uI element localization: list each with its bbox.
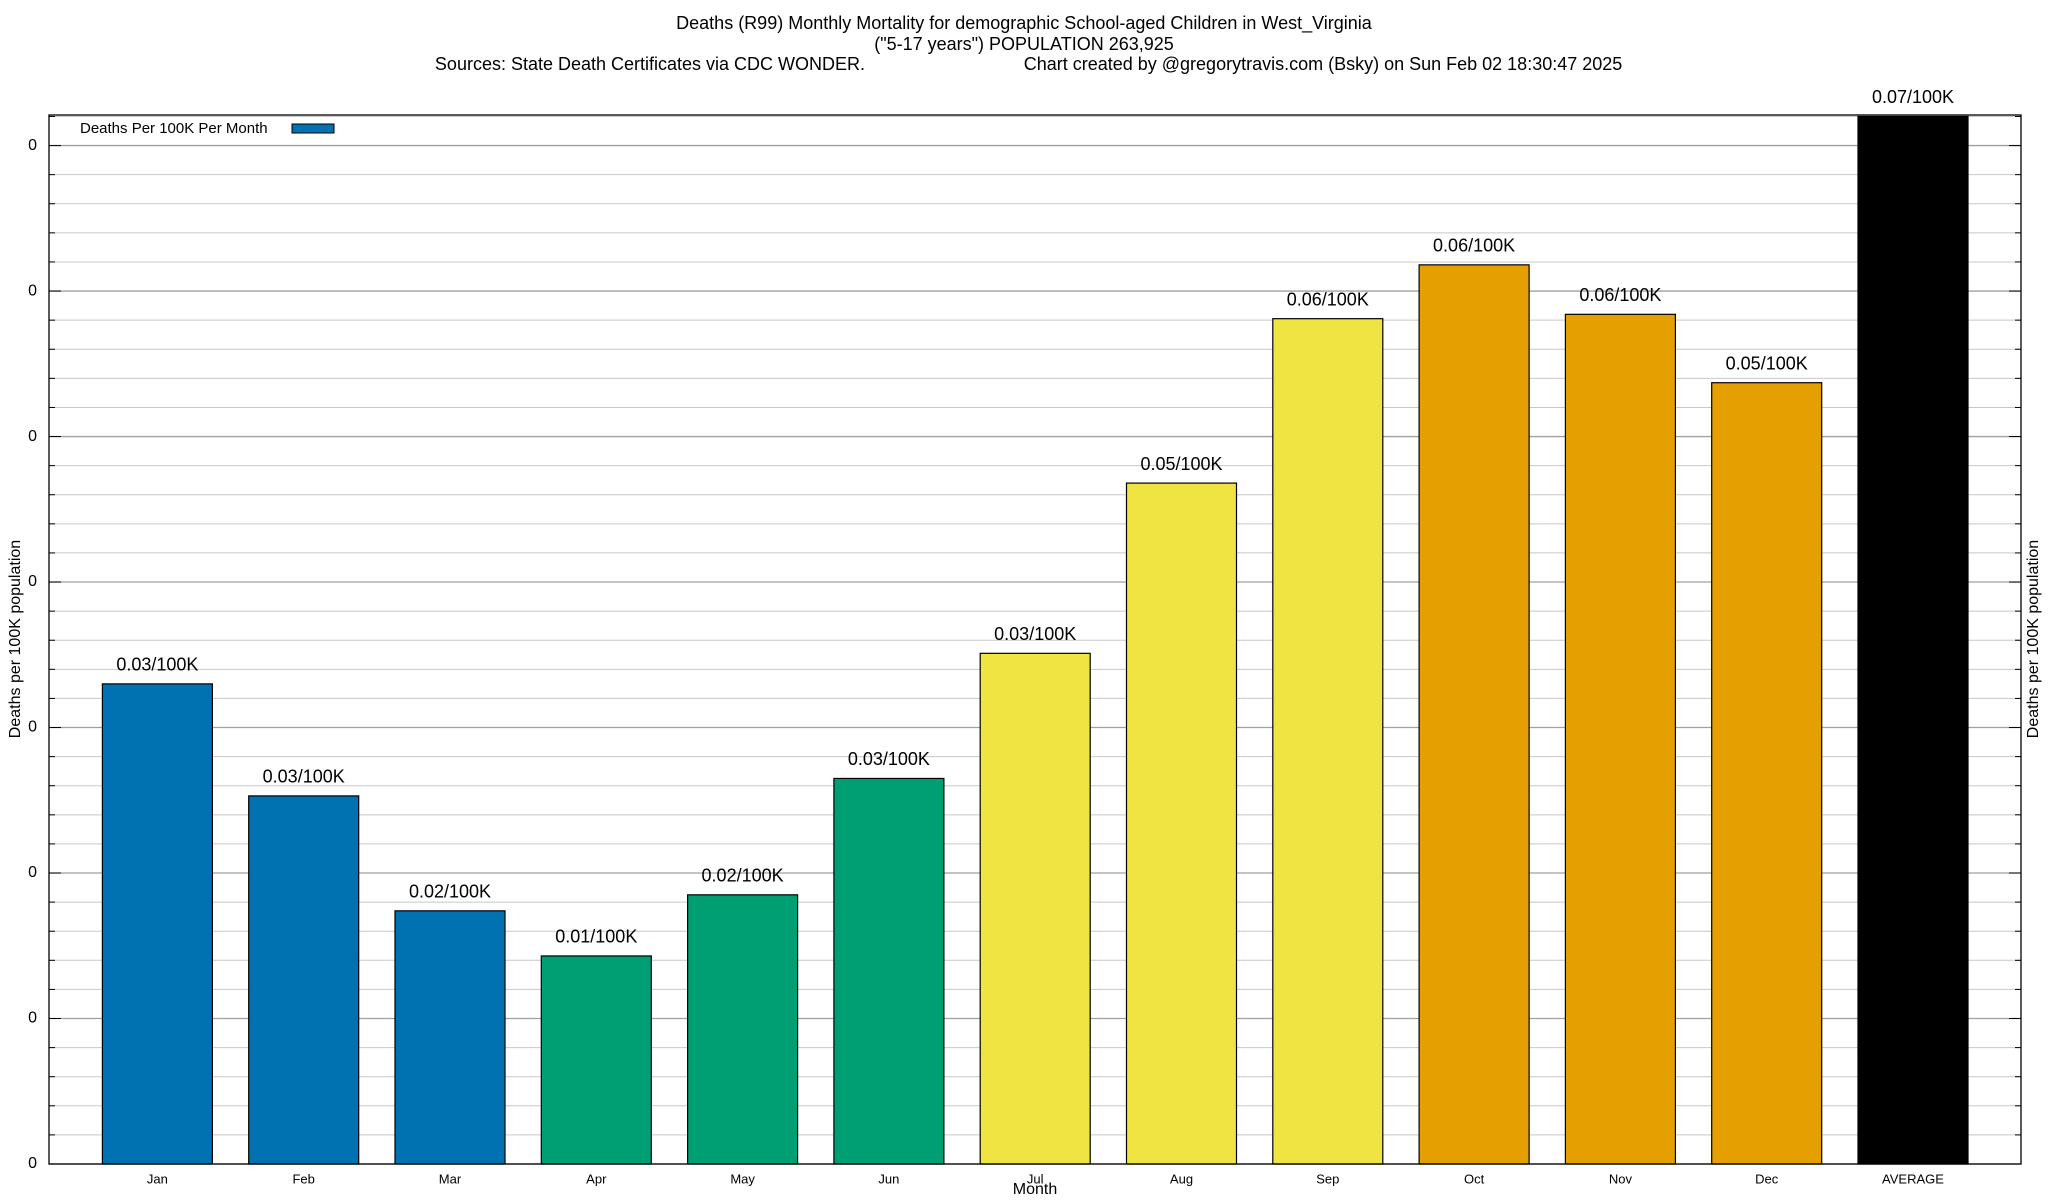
y-tick-label: 0 [28, 1010, 37, 1027]
bar [1564, 313, 1677, 1165]
y-tick-label: 0 [28, 1155, 37, 1172]
chart-subtitle: ("5-17 years") POPULATION 263,925 [874, 34, 1174, 54]
bar [1272, 318, 1384, 1165]
x-tick-label: Oct [1464, 1171, 1485, 1186]
data-label: 0.03/100K [994, 624, 1076, 644]
credit: Chart created by @gregorytravis.com (Bsk… [1024, 54, 1623, 74]
bar [833, 777, 945, 1165]
x-tick-label: Jan [147, 1171, 168, 1186]
bar [979, 652, 1091, 1165]
x-axis-label: Month [1013, 1181, 1057, 1198]
y-tick-label: 0 [28, 428, 37, 445]
x-tick-label: Feb [292, 1171, 314, 1186]
bar [394, 910, 506, 1165]
data-label: 0.02/100K [409, 882, 491, 902]
y-tick-label: 0 [28, 282, 37, 299]
bar [686, 894, 799, 1165]
data-label: 0.03/100K [116, 655, 198, 675]
y2-axis-label: Deaths per 100K population [2025, 540, 2042, 738]
y-tick-label: 0 [28, 137, 37, 154]
source: Sources: State Death Certificates via CD… [435, 54, 865, 74]
data-label: 0.01/100K [555, 927, 637, 947]
data-label: 0.06/100K [1579, 285, 1661, 305]
y-axis-label: Deaths per 100K population [7, 540, 24, 738]
x-tick-label: Dec [1755, 1171, 1779, 1186]
y-tick-label: 0 [28, 864, 37, 881]
y-tick-label: 0 [28, 719, 37, 736]
data-label: 0.07/100K [1872, 87, 1954, 107]
x-tick-label: AVERAGE [1882, 1171, 1944, 1186]
x-tick-label: Sep [1316, 1171, 1339, 1186]
data-label: 0.05/100K [1140, 454, 1222, 474]
bar [1125, 482, 1238, 1165]
data-label: 0.05/100K [1726, 353, 1808, 373]
x-tick-label: Jun [878, 1171, 899, 1186]
bar [540, 955, 652, 1165]
bar [101, 683, 214, 1165]
legend-swatch [291, 123, 335, 134]
legend-label: Deaths Per 100K Per Month [80, 120, 268, 137]
bar [248, 795, 360, 1165]
data-label: 0.06/100K [1287, 289, 1369, 309]
plot-frame [48, 114, 2022, 1165]
bar [1857, 115, 1969, 1165]
x-tick-label: Mar [439, 1171, 462, 1186]
data-label: 0.03/100K [263, 767, 345, 787]
x-tick-label: Jul [1027, 1171, 1044, 1186]
x-tick-label: Apr [586, 1171, 607, 1186]
data-label: 0.02/100K [702, 866, 784, 886]
y-tick-label: 0 [28, 573, 37, 590]
x-tick-label: Aug [1170, 1171, 1193, 1186]
data-label: 0.03/100K [848, 749, 930, 769]
bar [1418, 264, 1530, 1165]
x-tick-label: May [730, 1171, 755, 1186]
chart-title: Deaths (R99) Monthly Mortality for demog… [676, 13, 1373, 34]
data-label: 0.06/100K [1433, 236, 1515, 256]
x-tick-label: Nov [1609, 1171, 1633, 1186]
bar [1711, 382, 1823, 1165]
